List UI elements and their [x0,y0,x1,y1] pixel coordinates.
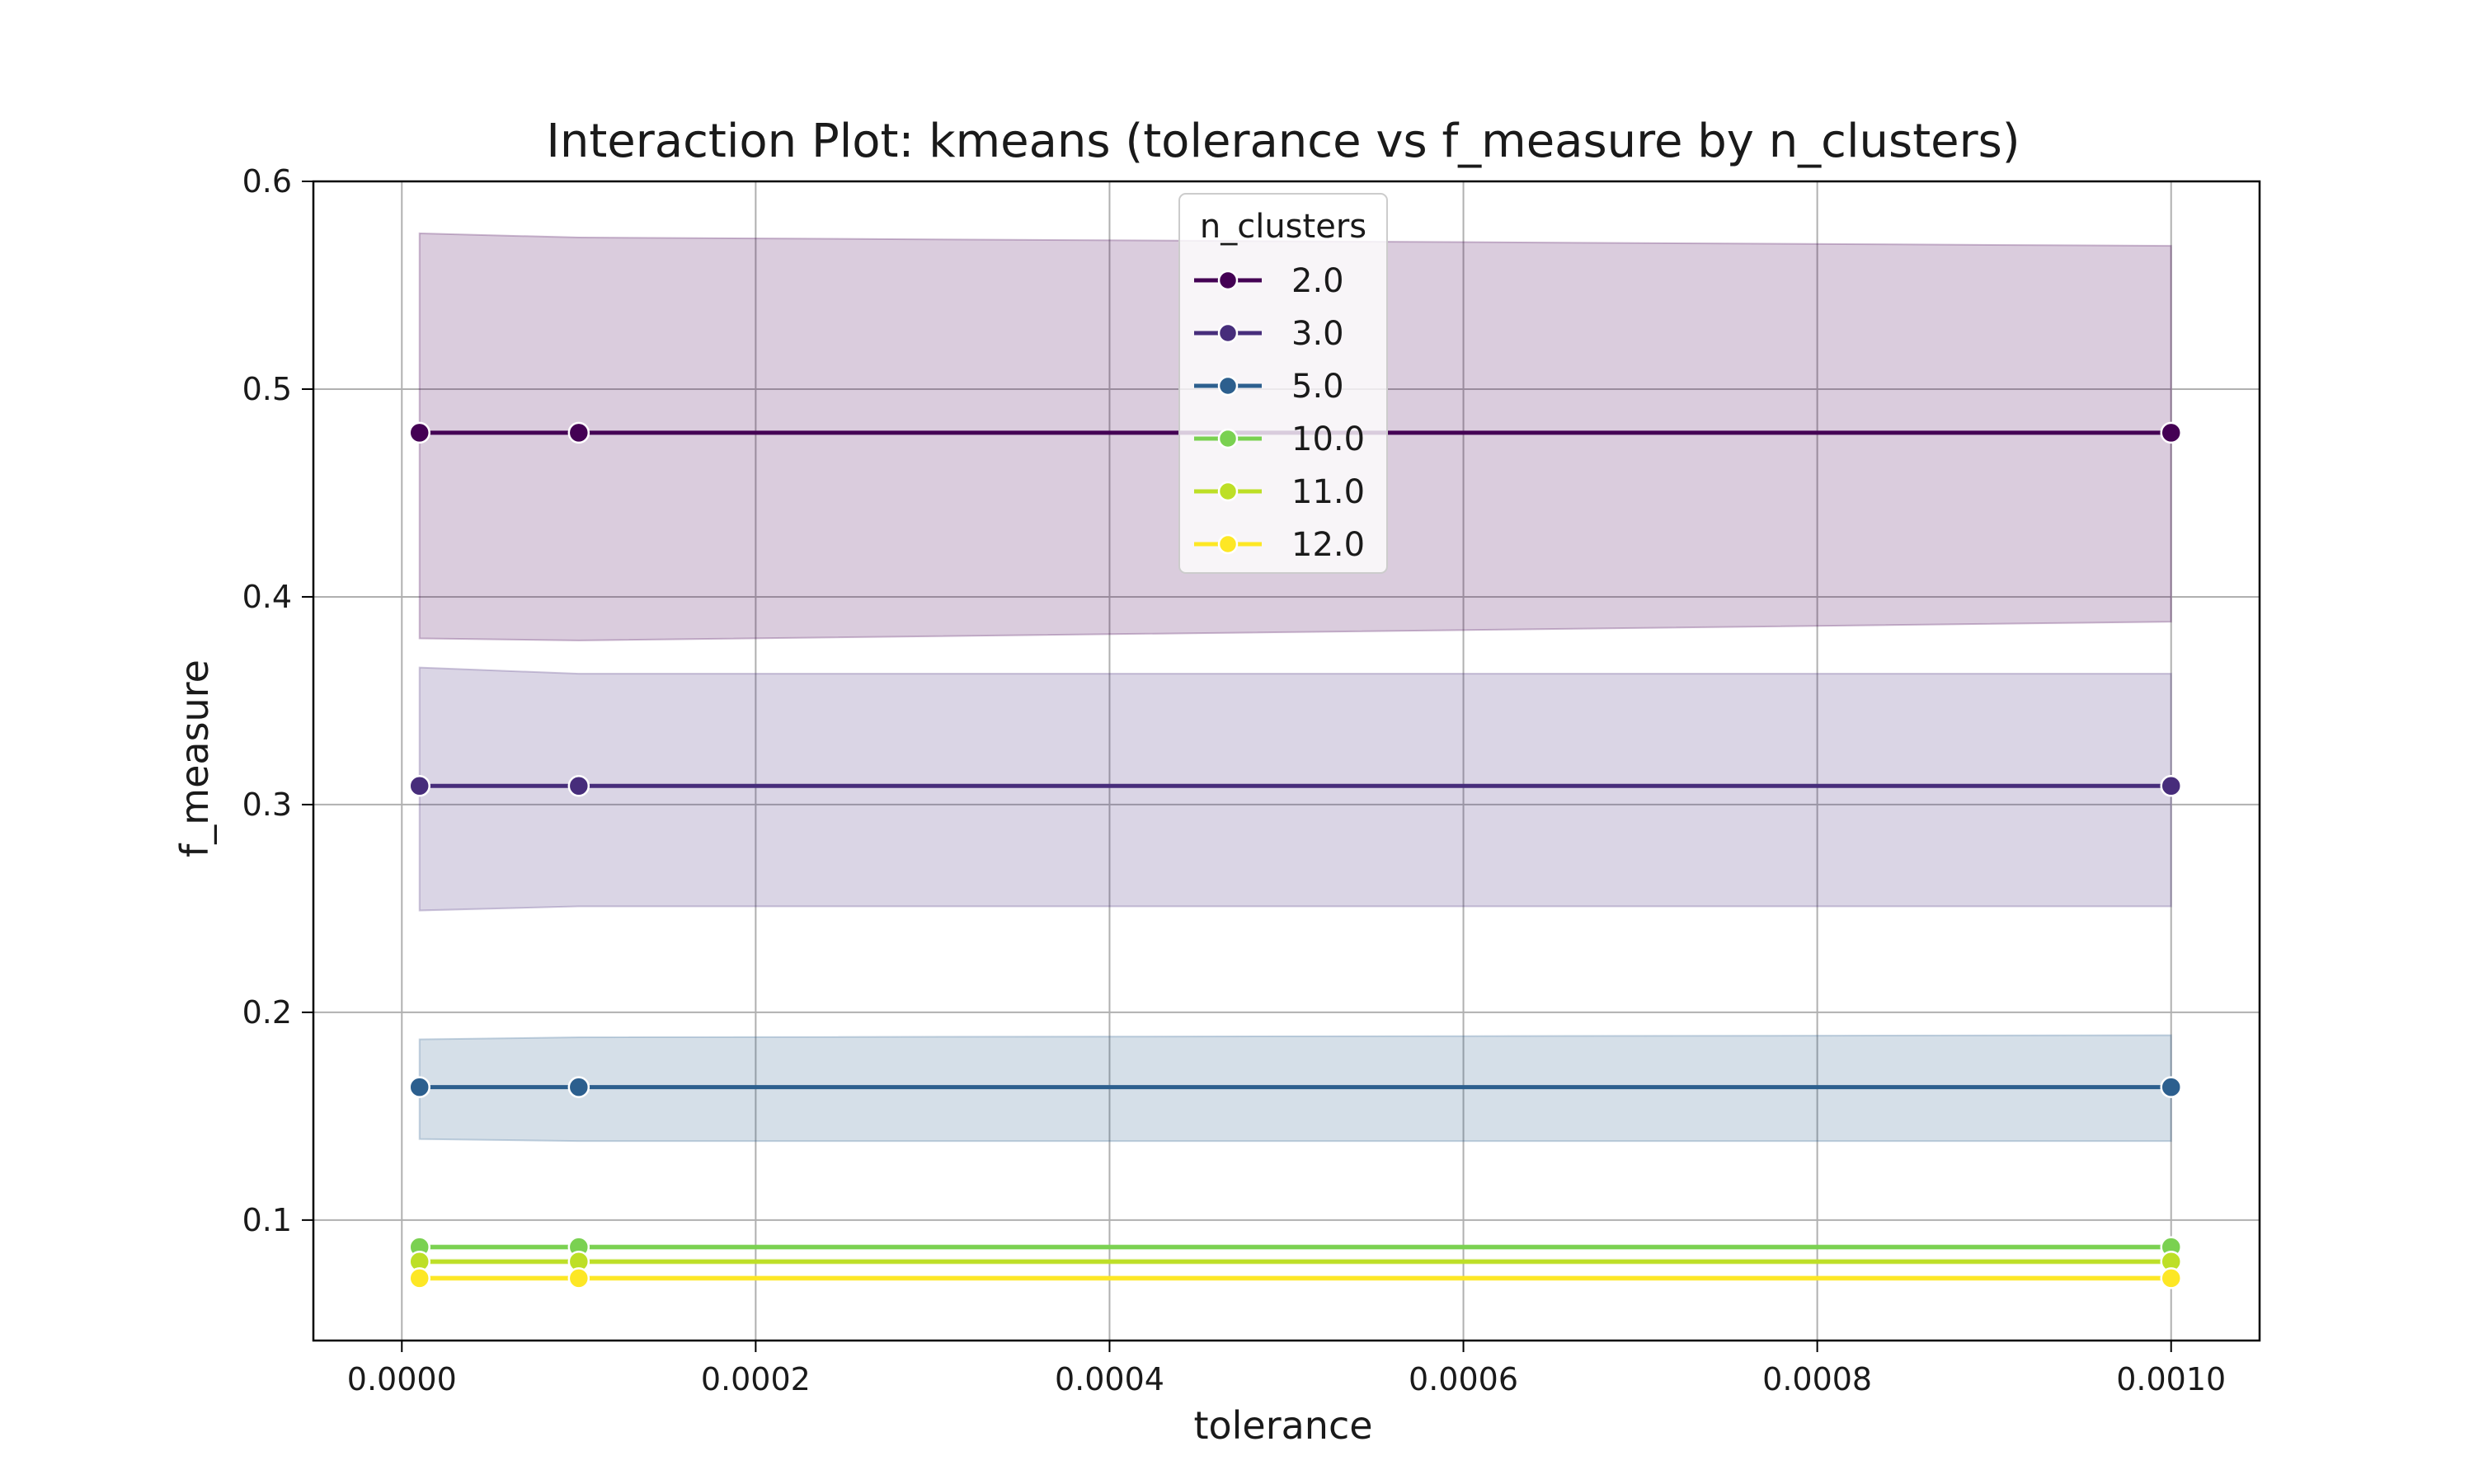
data-point-2.0 [567,421,590,444]
plot-frame [312,180,2261,1342]
y-tick-label: 0.3 [242,787,292,823]
legend-label: 11.0 [1291,473,1365,511]
legend-label: 10.0 [1291,420,1365,458]
ci-band-3.0 [418,666,2172,912]
y-tick-label: 0.1 [242,1202,292,1238]
y-tick-label: 0.6 [242,163,292,200]
data-point-5.0 [408,1076,430,1098]
legend-label: 2.0 [1291,262,1344,300]
x-axis-ticks: 0.0000 0.0002 0.0004 0.0006 0.0008 0.0010 [347,1341,2226,1397]
data-point-3.0 [408,774,430,797]
legend-marker-swatch [1217,428,1239,449]
x-tick-label: 0.0004 [1055,1361,1164,1397]
legend-item-5.0: 5.0 [1194,368,1344,406]
x-tick-label: 0.0006 [1409,1361,1518,1397]
legend-box [1178,193,1388,574]
data-point-12.0 [2160,1267,2182,1289]
confidence-bands [418,232,2172,1281]
x-tick-label: 0.0010 [2116,1361,2226,1397]
data-point-2.0 [408,421,430,444]
x-tick-label: 0.0002 [701,1361,811,1397]
legend-title: n_clusters [1200,208,1366,246]
legend-item-3.0: 3.0 [1194,315,1344,353]
chart-title: Interaction Plot: kmeans (tolerance vs f… [546,115,2020,168]
data-point-12.0 [567,1267,590,1289]
legend-marker-swatch [1217,270,1239,291]
x-axis-label: tolerance [1193,1403,1372,1448]
legend-item-10.0: 10.0 [1194,420,1365,458]
legend-label: 5.0 [1291,368,1344,406]
data-point-12.0 [408,1267,430,1289]
data-point-3.0 [567,774,590,797]
data-point-5.0 [2160,1076,2182,1098]
data-point-2.0 [2160,421,2182,444]
legend-marker-swatch [1217,322,1239,344]
legend-label: 3.0 [1291,315,1344,353]
data-point-5.0 [567,1076,590,1098]
x-tick-label: 0.0000 [347,1361,457,1397]
series-points [408,421,2182,1289]
y-tick-label: 0.4 [242,579,292,615]
legend-marker-swatch [1217,481,1239,502]
data-point-3.0 [2160,774,2182,797]
legend-marker-swatch [1217,375,1239,397]
legend-item-11.0: 11.0 [1194,473,1365,511]
legend-item-12.0: 12.0 [1194,526,1365,564]
legend-marker-swatch [1217,533,1239,555]
y-tick-label: 0.2 [242,994,292,1031]
legend: n_clusters 2.0 3.0 5.0 10.0 11.0 12.0 [1178,193,1388,574]
y-axis-label: f_measure [172,660,217,857]
y-axis-ticks: 0.1 0.2 0.3 0.4 0.5 0.6 [242,163,313,1238]
legend-label: 12.0 [1291,526,1365,564]
legend-item-2.0: 2.0 [1194,262,1344,300]
y-tick-label: 0.5 [242,371,292,407]
x-tick-label: 0.0008 [1762,1361,1872,1397]
